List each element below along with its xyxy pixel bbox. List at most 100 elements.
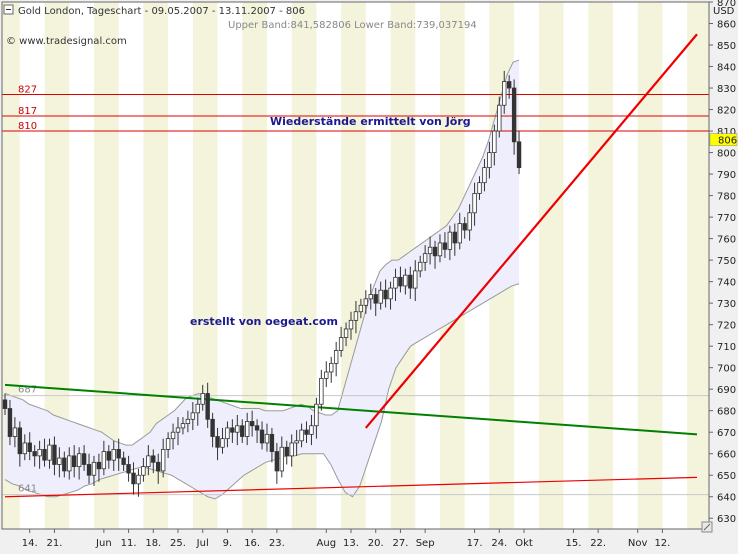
candle-body: [319, 378, 324, 405]
y-tick-label: 660: [717, 450, 736, 461]
y-tick-label: 640: [717, 493, 736, 504]
candle-body: [131, 472, 136, 485]
candle-body: [254, 425, 260, 431]
candle-body: [333, 350, 339, 364]
candle-body: [378, 289, 383, 304]
candle-body: [165, 438, 171, 450]
y-tick-label: 780: [717, 192, 736, 203]
lower-band-line: [4, 283, 520, 500]
candle-body: [383, 289, 388, 300]
candle-body: [487, 152, 492, 169]
candle-body: [230, 427, 235, 433]
candle-body: [457, 223, 462, 244]
x-tick-label: 17.: [467, 538, 483, 549]
candle-body: [91, 461, 97, 476]
candle-body: [348, 319, 354, 330]
candle-body: [343, 328, 349, 338]
candle-body: [324, 371, 329, 379]
x-tick-label: 16.: [244, 538, 260, 549]
candle-body: [294, 440, 299, 444]
x-tick-label: 20.: [368, 538, 384, 549]
current-value-label: 806: [718, 136, 737, 147]
y-axis: 630 640 650 660 670 680 690 700 710 720 730 740 750 7…: [708, 0, 738, 529]
candle-body: [72, 455, 77, 468]
y-tick-label: 790: [717, 170, 736, 181]
candle-body: [17, 427, 23, 455]
candle-body: [86, 464, 92, 476]
candle-body: [403, 274, 408, 287]
plot-frame: [1, 1, 710, 530]
x-tick-label: 9.: [223, 538, 233, 549]
candle-body: [408, 274, 413, 289]
candlestick-series: [2, 70, 522, 497]
candle-body: [2, 399, 8, 409]
candle-body: [363, 298, 369, 306]
candle-body: [452, 231, 457, 244]
candle-body: [309, 425, 314, 435]
y-tick-label: 830: [717, 84, 736, 95]
x-tick-label: 13.: [343, 538, 359, 549]
candle-body: [274, 451, 280, 472]
candle-body: [492, 130, 497, 153]
trend-lines[interactable]: [4, 33, 698, 498]
trend-line-red[interactable]: [364, 33, 698, 429]
x-tick-label: Okt: [515, 538, 533, 549]
y-tick-label: 730: [717, 299, 736, 310]
candle-body: [205, 393, 210, 420]
resize-grip-icon[interactable]: [701, 521, 713, 533]
candle-body: [502, 81, 507, 106]
y-tick-label: 820: [717, 106, 736, 117]
candle-body: [111, 449, 116, 461]
x-tick-label: 22.: [590, 538, 606, 549]
grid-lines: 687 641: [2, 385, 709, 496]
x-axis: 14. 21. Jun 11. 18. 25. Jul 9. 16. 23. Aug 13. 20. 27…: [1, 1, 710, 549]
x-tick-label: 24.: [491, 538, 507, 549]
candle-body: [47, 444, 52, 461]
trend-line-red[interactable]: [4, 476, 698, 498]
candle-body: [497, 104, 502, 132]
chart-header: Gold London, Tageschart - 09.05.2007 - 1…: [3, 4, 735, 47]
candle-body: [175, 427, 181, 433]
candle-body: [37, 449, 42, 457]
x-tick-label: Sep: [416, 538, 435, 549]
candle-body: [195, 403, 200, 414]
week-stripe: [538, 2, 564, 529]
y-tick-label: 750: [717, 256, 736, 267]
candle-body: [511, 87, 517, 143]
y-tick-label: 840: [717, 63, 736, 74]
band-info: Upper Band:841,582806 Lower Band:739,037…: [228, 20, 477, 31]
x-tick-label: 11.: [121, 538, 137, 549]
x-tick-label: 14.: [22, 538, 38, 549]
x-tick-label: 23.: [269, 538, 285, 549]
x-tick-label: 15.: [565, 538, 581, 549]
candle-body: [101, 451, 107, 470]
candle-body: [240, 425, 245, 437]
y-tick-label: 850: [717, 41, 736, 52]
candle-body: [432, 246, 438, 257]
candle-body: [235, 425, 240, 433]
candle-body: [244, 421, 250, 437]
candle-body: [472, 193, 477, 214]
candle-body: [146, 455, 151, 468]
faint-level-label: 641: [18, 484, 37, 495]
candle-body: [106, 451, 111, 461]
candle-body: [393, 276, 398, 289]
candle-body: [353, 311, 359, 321]
candle-body: [417, 261, 423, 272]
y-tick-label: 710: [717, 342, 736, 353]
upper-band-line: [4, 59, 520, 446]
candle-body: [477, 182, 482, 194]
candle-body: [180, 423, 186, 429]
candle-body: [284, 446, 289, 457]
candle-body: [190, 412, 196, 420]
candle-body: [81, 453, 87, 465]
candle-body: [225, 427, 230, 440]
candle-body: [442, 242, 448, 250]
candle-body: [373, 294, 378, 304]
candle-body: [96, 461, 102, 470]
trend-line-green[interactable]: [4, 383, 698, 436]
candle-body: [427, 246, 433, 255]
currency-label: USD: [713, 6, 735, 17]
